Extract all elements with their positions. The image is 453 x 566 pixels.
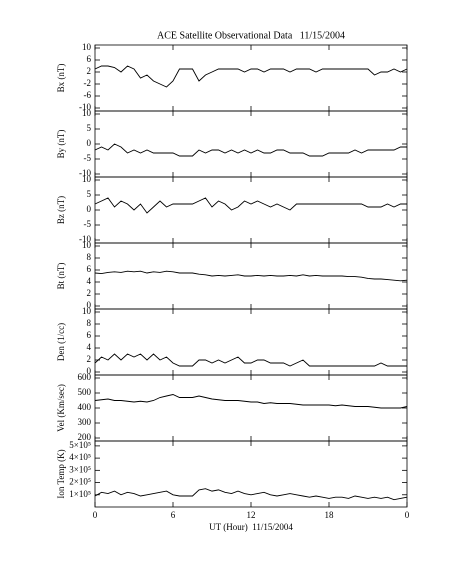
y-tick-label: 0 <box>87 138 92 148</box>
y-tick-label: 500 <box>78 387 92 397</box>
panel-frame <box>94 110 408 178</box>
y-tick-label: 5 <box>87 123 92 133</box>
y-axis-label: By (nT) <box>56 130 66 159</box>
y-tick-label: -5 <box>84 219 92 229</box>
data-line <box>94 197 407 214</box>
y-tick-label: 8 <box>87 252 92 262</box>
y-tick-label: 6 <box>87 54 92 64</box>
y-tick-label: 6 <box>87 330 92 340</box>
y-tick-label: 3×10⁵ <box>69 464 91 474</box>
panel-frame <box>94 374 408 442</box>
y-axis-label: Vel (Km/sec) <box>56 384 66 432</box>
y-tick-label: 2 <box>87 66 92 76</box>
y-tick-label: -10 <box>79 234 91 244</box>
y-tick-label: 4 <box>87 342 92 352</box>
panel-frame <box>94 308 408 376</box>
y-tick-label: 200 <box>78 432 92 442</box>
y-tick-label: 600 <box>78 372 92 382</box>
data-line <box>94 353 407 367</box>
y-axis-label: Bz (nT) <box>56 196 66 224</box>
y-tick-label: 300 <box>78 417 92 427</box>
y-tick-label: 2×10⁵ <box>69 477 91 487</box>
y-tick-label: 400 <box>78 402 92 412</box>
y-tick-label: 10 <box>82 174 92 184</box>
x-axis-label: UT (Hour) 11/15/2004 <box>209 522 293 532</box>
x-tick-label: 0 <box>405 510 410 520</box>
y-tick-label: -5 <box>84 153 92 163</box>
data-line <box>94 65 408 88</box>
y-tick-label: 2 <box>87 288 92 298</box>
chart-title: ACE Satellite Observational Data 11/15/2… <box>157 30 345 41</box>
data-line <box>94 270 408 282</box>
data-line <box>94 488 408 501</box>
y-tick-label: -10 <box>79 102 91 112</box>
y-tick-label: 1×10⁵ <box>69 489 91 499</box>
y-tick-label: 4×10⁵ <box>69 452 91 462</box>
y-tick-label: 10 <box>82 240 92 250</box>
y-tick-label: 0 <box>87 300 92 310</box>
y-tick-label: 5 <box>87 189 92 199</box>
y-tick-label: 2 <box>87 354 92 364</box>
panel-frame <box>94 176 408 244</box>
y-tick-label: 5×10⁵ <box>69 440 91 450</box>
y-tick-label: 0 <box>87 204 92 214</box>
y-tick-label: -10 <box>79 168 91 178</box>
y-axis-label: Bt (nT) <box>56 263 66 290</box>
x-tick-label: 12 <box>247 510 256 520</box>
y-axis-label: Bx (nT) <box>56 64 66 93</box>
x-tick-label: 0 <box>93 510 98 520</box>
data-line <box>94 394 408 409</box>
y-axis-label: Den (1/cc) <box>56 323 66 361</box>
y-tick-label: 4 <box>87 276 92 286</box>
y-axis-label: Ion Temp (K) <box>56 449 66 498</box>
y-tick-label: 10 <box>82 306 92 316</box>
x-tick-label: 18 <box>325 510 335 520</box>
panel-frame <box>94 44 408 112</box>
y-tick-label: 6 <box>87 264 92 274</box>
x-tick-label: 6 <box>171 510 176 520</box>
y-tick-label: -6 <box>84 90 92 100</box>
y-tick-label: 10 <box>82 108 92 118</box>
data-line <box>94 143 407 157</box>
y-tick-label: 8 <box>87 318 92 328</box>
y-tick-label: 0 <box>87 366 92 376</box>
y-tick-label: 10 <box>82 42 92 52</box>
y-tick-label: -2 <box>84 78 92 88</box>
